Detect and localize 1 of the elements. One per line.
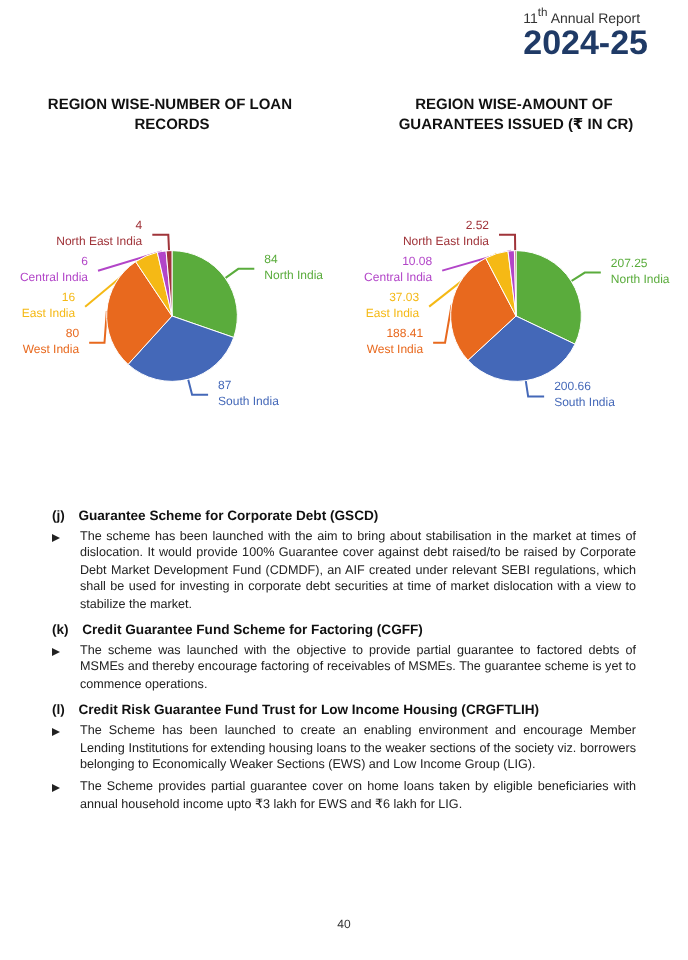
text: 2024-25 xyxy=(523,24,648,63)
